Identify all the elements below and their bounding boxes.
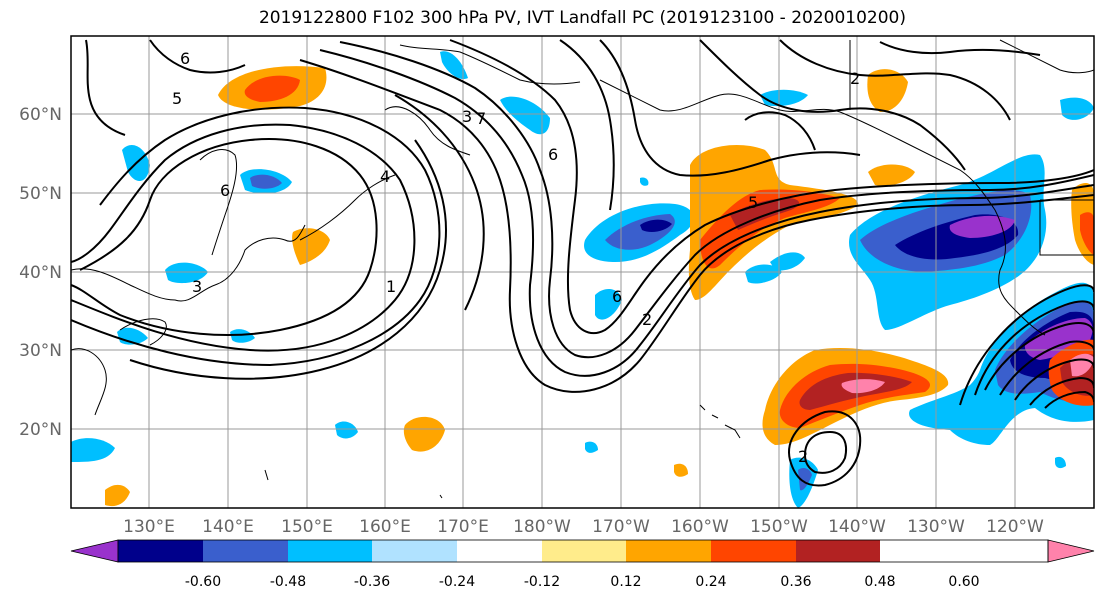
chart-title: 2019122800 F102 300 hPa PV, IVT Landfall… [258,8,906,28]
colorbar-tick-label: 0.24 [695,574,726,590]
pv-contours [71,39,1094,487]
colorbar-segment [711,540,796,562]
contour-label: 2 [798,447,808,466]
contour-label: 6 [180,49,190,68]
lon-label: 140°E [202,517,254,537]
contour-hawaii-low [788,410,862,487]
lon-label: 170°E [437,517,489,537]
contour-label: 3 [192,277,202,296]
contour-label: 6 [612,287,622,306]
lat-label: 20°N [19,420,62,440]
colorbar-extend-high [1047,539,1095,563]
contour-label: 5 [172,89,182,108]
contour-label: 2 [850,69,860,88]
colorbar-segment [796,540,880,562]
colorbar-tick-label: -0.36 [354,574,390,590]
colorbar-tick-label: 0.60 [948,574,979,590]
colorbar-segment [118,540,203,562]
lat-label: 40°N [19,263,62,283]
contour-se-cutoff [984,322,1094,391]
colorbar-segment [288,540,372,562]
contour-label: 6 [548,145,558,164]
colorbar-tick-label: -0.48 [270,574,306,590]
lon-label: 170°W [592,517,650,537]
colorbar-segment [372,540,457,562]
lon-label: 130°W [907,517,965,537]
lon-label: 130°E [123,517,175,537]
contour-label: 6 [220,181,230,200]
lon-label: 120°W [986,517,1044,537]
lon-label: 150°W [750,517,808,537]
colorbar-segment [457,540,542,562]
contour-labels: 6 5 6 4 3 7 6 1 2 5 6 2 2 3 [172,49,860,466]
colorbar-extend-low [70,539,119,563]
colorbar-tick-label: 0.48 [864,574,895,590]
lon-label: 140°W [828,517,886,537]
colorbar-segment [542,540,626,562]
map-frame [70,35,1095,509]
colorbar-segment [203,540,288,562]
contour-label: 4 [380,167,390,186]
colorbar-segment [626,540,711,562]
colorbar-tick-label: 0.36 [780,574,811,590]
colorbar: -0.60 -0.48 -0.36 -0.24 -0.12 0.12 0.24 … [70,539,1095,590]
lon-label: 150°E [281,517,333,537]
lat-label: 50°N [19,184,62,204]
longitude-labels: 130°E 140°E 150°E 160°E 170°E 180°W 170°… [123,517,1044,537]
contour-label: 2 [642,310,652,329]
colorbar-tick-label: 0.12 [610,574,641,590]
contour-label: 1 [386,277,396,296]
lon-label: 160°E [359,517,411,537]
colorbar-tick-label: -0.60 [185,574,221,590]
lat-label: 60°N [19,105,62,125]
lat-label: 30°N [19,341,62,361]
contour-label: 3 [462,107,472,126]
contour-label: 5 [748,193,758,212]
contour-label: 7 [476,109,486,128]
lon-label: 180°W [513,517,571,537]
colorbar-tick-label: -0.12 [524,574,560,590]
colorbar-tick-label: -0.24 [439,574,475,590]
contour-trough [71,138,378,336]
lon-label: 160°W [671,517,729,537]
latitude-labels: 20°N 30°N 40°N 50°N 60°N [19,105,62,440]
pv-anomaly-fills [71,51,1094,508]
